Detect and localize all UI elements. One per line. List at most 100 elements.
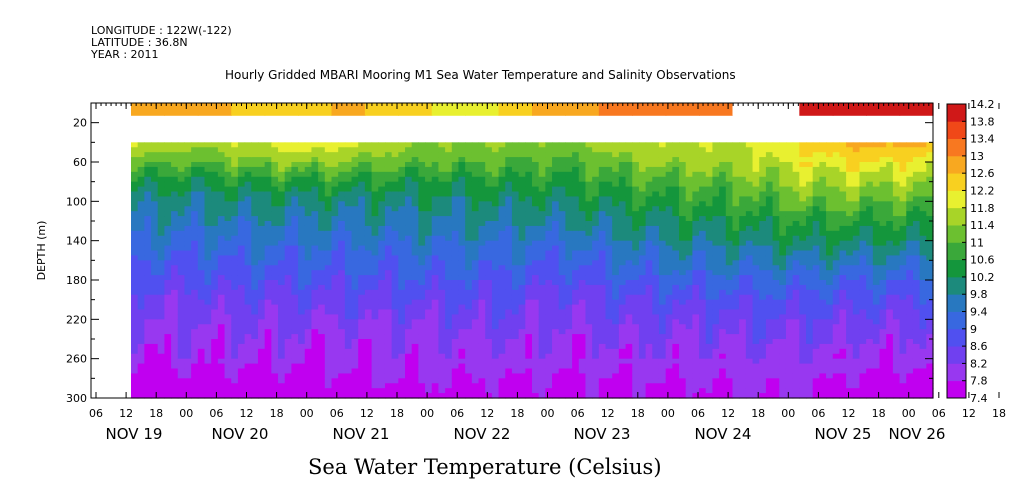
- temperature-cell: [431, 309, 440, 316]
- temperature-cell: [184, 260, 192, 266]
- temperature-cell: [217, 339, 226, 345]
- temperature-cell: [745, 363, 754, 370]
- temperature-cell: [465, 378, 473, 384]
- temperature-cell: [685, 201, 693, 207]
- temperature-cell: [765, 250, 774, 257]
- temperature-cell: [131, 270, 139, 276]
- temperature-cell: [384, 373, 393, 379]
- temperature-cell: [532, 348, 540, 355]
- temperature-cell: [418, 348, 426, 355]
- temperature-cell: [578, 353, 587, 360]
- temperature-cell: [712, 314, 720, 320]
- temperature-cell: [371, 275, 379, 281]
- temperature-cell: [625, 225, 633, 232]
- temperature-cell: [298, 186, 306, 193]
- temperature-cell: [304, 334, 313, 340]
- temperature-cell: [231, 314, 239, 320]
- temperature-cell: [425, 166, 433, 173]
- temperature-cell: [445, 329, 453, 335]
- temperature-cell: [699, 329, 707, 335]
- temperature-cell: [137, 181, 145, 188]
- temperature-cell: [338, 339, 346, 345]
- temperature-cell: [598, 383, 607, 389]
- temperature-cell: [618, 304, 627, 311]
- temperature-cell: [538, 270, 546, 276]
- temperature-cell: [378, 230, 386, 237]
- temperature-cell: [398, 393, 406, 399]
- temperature-cell: [171, 309, 179, 316]
- temperature-cell: [151, 152, 159, 158]
- temperature-cell: [291, 334, 299, 340]
- temperature-cell: [425, 191, 433, 198]
- temperature-cell: [552, 245, 560, 252]
- temperature-cell: [405, 196, 413, 202]
- temperature-cell: [278, 162, 286, 168]
- temperature-cell: [632, 196, 640, 202]
- temperature-cell: [391, 309, 399, 316]
- temperature-cell: [465, 171, 473, 178]
- temperature-cell: [505, 201, 513, 207]
- temperature-cell: [211, 240, 219, 247]
- temperature-cell: [211, 235, 219, 242]
- temperature-cell: [378, 235, 386, 242]
- temperature-cell: [725, 181, 734, 188]
- temperature-cell: [672, 294, 680, 301]
- temperature-cell: [224, 358, 232, 365]
- temperature-cell: [478, 142, 486, 148]
- temperature-cell: [545, 255, 553, 261]
- temperature-cell: [545, 186, 553, 193]
- temperature-cell: [585, 157, 593, 163]
- temperature-cell: [672, 388, 680, 394]
- temperature-cell: [451, 235, 460, 242]
- temperature-cell: [699, 294, 707, 301]
- temperature-cell: [752, 235, 760, 242]
- temperature-cell: [378, 334, 386, 340]
- temperature-cell: [344, 162, 353, 168]
- temperature-cell: [204, 235, 212, 242]
- temperature-cell: [151, 270, 159, 276]
- temperature-cell: [491, 363, 500, 370]
- temperature-cell: [712, 299, 720, 306]
- temperature-cell: [658, 166, 667, 173]
- temperature-cell: [712, 348, 720, 355]
- temperature-cell: [131, 368, 139, 375]
- temperature-cell: [311, 255, 319, 261]
- temperature-cell: [438, 353, 446, 360]
- temperature-cell: [652, 373, 660, 379]
- temperature-cell: [338, 304, 346, 311]
- temperature-cell: [451, 343, 460, 350]
- temperature-cell: [471, 388, 480, 394]
- temperature-cell: [204, 304, 212, 311]
- temperature-cell: [284, 383, 292, 389]
- temperature-cell: [224, 289, 232, 296]
- temperature-cell: [471, 373, 480, 379]
- temperature-cell: [358, 235, 366, 242]
- temperature-cell: [752, 304, 760, 311]
- temperature-cell: [498, 250, 506, 257]
- temperature-cell: [278, 166, 286, 173]
- temperature-cell: [438, 319, 446, 325]
- temperature-cell: [451, 378, 460, 384]
- temperature-cell: [478, 162, 486, 168]
- temperature-cell: [237, 314, 246, 320]
- temperature-cell: [732, 201, 740, 207]
- temperature-cell: [745, 353, 754, 360]
- temperature-cell: [465, 309, 473, 316]
- temperature-cell: [692, 284, 700, 291]
- temperature-cell: [511, 260, 520, 266]
- temperature-cell: [699, 353, 707, 360]
- temperature-cell: [131, 171, 139, 178]
- temperature-cell: [271, 245, 279, 252]
- temperature-cell: [518, 255, 526, 261]
- temperature-cell: [257, 309, 266, 316]
- temperature-cell: [612, 171, 620, 178]
- temperature-cell: [224, 216, 232, 222]
- temperature-cell: [144, 191, 152, 198]
- temperature-cell: [732, 393, 740, 399]
- temperature-cell: [458, 191, 466, 198]
- temperature-cell: [171, 211, 179, 217]
- temperature-cell: [692, 294, 700, 301]
- temperature-cell: [478, 378, 486, 384]
- temperature-cell: [558, 299, 567, 306]
- temperature-cell: [585, 304, 593, 311]
